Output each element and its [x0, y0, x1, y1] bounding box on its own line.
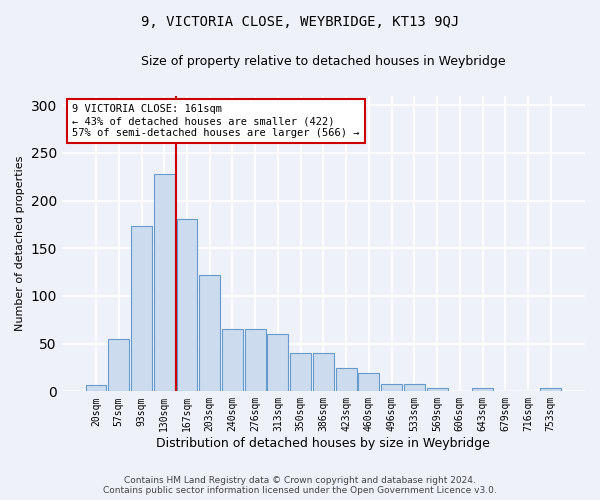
- Bar: [541, 388, 561, 392]
- Bar: [268, 334, 289, 392]
- Bar: [86, 384, 106, 392]
- Bar: [176, 218, 197, 392]
- Bar: [472, 388, 493, 392]
- Bar: [245, 330, 266, 392]
- Text: 9, VICTORIA CLOSE, WEYBRIDGE, KT13 9QJ: 9, VICTORIA CLOSE, WEYBRIDGE, KT13 9QJ: [141, 15, 459, 29]
- Bar: [358, 373, 379, 392]
- Bar: [222, 330, 243, 392]
- Bar: [313, 353, 334, 392]
- Y-axis label: Number of detached properties: Number of detached properties: [15, 156, 25, 331]
- Bar: [381, 384, 402, 392]
- Bar: [404, 384, 425, 392]
- Bar: [131, 226, 152, 392]
- Text: Contains HM Land Registry data © Crown copyright and database right 2024.
Contai: Contains HM Land Registry data © Crown c…: [103, 476, 497, 495]
- Bar: [427, 388, 448, 392]
- Title: Size of property relative to detached houses in Weybridge: Size of property relative to detached ho…: [141, 55, 506, 68]
- Bar: [109, 339, 129, 392]
- Text: 9 VICTORIA CLOSE: 161sqm
← 43% of detached houses are smaller (422)
57% of semi-: 9 VICTORIA CLOSE: 161sqm ← 43% of detach…: [72, 104, 360, 138]
- Bar: [199, 275, 220, 392]
- Bar: [154, 174, 175, 392]
- Bar: [335, 368, 356, 392]
- Bar: [290, 353, 311, 392]
- X-axis label: Distribution of detached houses by size in Weybridge: Distribution of detached houses by size …: [157, 437, 490, 450]
